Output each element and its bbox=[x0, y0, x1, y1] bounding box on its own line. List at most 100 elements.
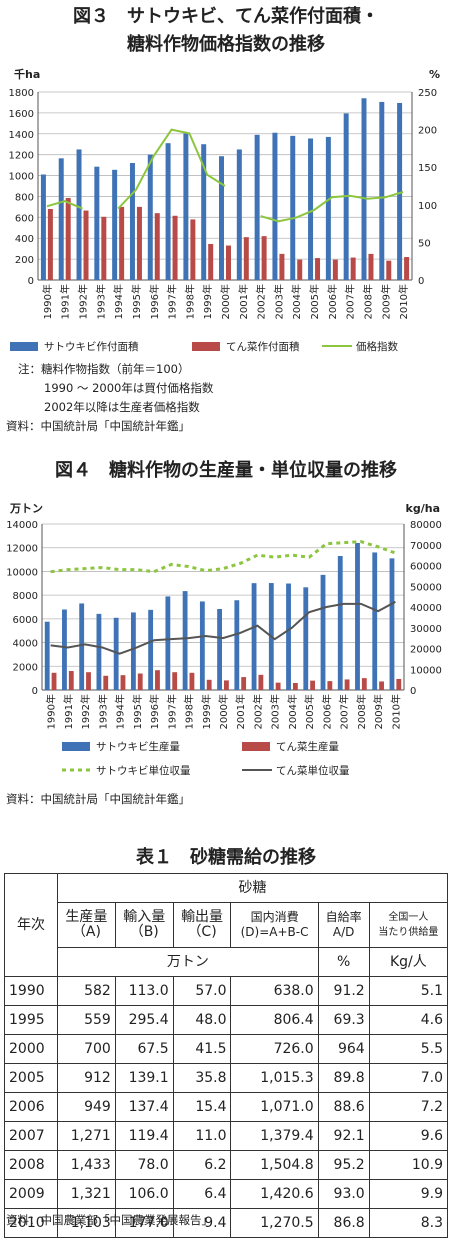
bar-sugarbeet bbox=[155, 670, 160, 690]
y-tick-label: 0 bbox=[32, 686, 38, 697]
table-cell: 1,420.6 bbox=[230, 1179, 319, 1209]
bar-sugarbeet bbox=[275, 682, 281, 690]
col-header-label: 生産量 bbox=[65, 909, 108, 925]
table-cell: 7.0 bbox=[368, 1063, 449, 1093]
table-cell: 11.0 bbox=[172, 1121, 232, 1151]
fig4-title: 図４ 糖料作物の生産量・単位収量の推移 bbox=[55, 460, 397, 481]
y2-tick-label: 50 bbox=[418, 238, 431, 249]
bar-sugarbeet bbox=[65, 198, 71, 280]
bar-sugarcane bbox=[372, 552, 378, 690]
col-header-sub: (D)=A+B-C bbox=[240, 925, 309, 939]
table-cell: 1,015.3 bbox=[230, 1063, 319, 1093]
table1-source: 資料：中国農業部「中国農業発展報告」 bbox=[6, 1213, 213, 1227]
table-cell: 9.6 bbox=[368, 1121, 449, 1151]
bar-sugarcane bbox=[182, 591, 188, 690]
x-tick-label: 2010年 bbox=[397, 284, 410, 319]
y-tick-label: 0 bbox=[28, 276, 34, 287]
bar-sugarbeet bbox=[51, 672, 57, 690]
x-tick-label: 1994年 bbox=[112, 284, 125, 319]
y-tick-label: 12000 bbox=[6, 544, 38, 555]
table-cell: 806.4 bbox=[230, 1005, 319, 1035]
x-tick-label: 1996年 bbox=[148, 694, 161, 729]
y2-tick-label: 200 bbox=[418, 126, 437, 137]
col-year-header: 年次 bbox=[4, 873, 58, 977]
y-axis-label: 千ha bbox=[14, 67, 40, 81]
bar-sugarcane bbox=[337, 556, 343, 690]
table-cell: 912 bbox=[57, 1063, 116, 1093]
x-tick-label: 2006年 bbox=[320, 694, 333, 729]
legend-swatch bbox=[242, 742, 270, 751]
bar-sugarcane bbox=[58, 158, 64, 280]
row-year: 2006 bbox=[4, 1092, 58, 1122]
x-tick-label: 2004年 bbox=[286, 694, 299, 729]
table-cell: 726.0 bbox=[230, 1034, 319, 1064]
col-header-label: 全国一人 bbox=[388, 912, 429, 923]
bar-sugarbeet bbox=[103, 675, 109, 690]
table-row: 1995 559 295.4 48.0 806.4 69.3 4.6 bbox=[4, 1005, 449, 1035]
col-header-0: 生産量 （A) bbox=[57, 902, 116, 948]
y2-tick-label: 40000 bbox=[410, 603, 442, 614]
col-header-4: 自給率 A/D bbox=[317, 902, 370, 948]
table-cell: 7.2 bbox=[368, 1092, 449, 1122]
x-tick-label: 1997年 bbox=[166, 284, 179, 319]
x-tick-label: 1992年 bbox=[77, 284, 90, 319]
table-cell: 106.0 bbox=[114, 1179, 174, 1209]
bar-sugarbeet bbox=[206, 679, 212, 690]
table-cell: 48.0 bbox=[172, 1005, 232, 1035]
table-cell: 89.8 bbox=[317, 1063, 370, 1093]
bar-sugarcane bbox=[355, 542, 360, 690]
y-tick-label: 600 bbox=[15, 213, 34, 224]
bar-sugarbeet bbox=[361, 678, 367, 690]
table-cell: 78.0 bbox=[114, 1150, 174, 1180]
bar-sugarcane bbox=[251, 583, 257, 690]
bar-sugarbeet bbox=[137, 673, 143, 690]
col-header-sub: （A) bbox=[71, 924, 101, 940]
y-tick-label: 10000 bbox=[6, 567, 38, 578]
x-tick-label: 2006年 bbox=[326, 284, 339, 319]
table-cell: 1,504.8 bbox=[230, 1150, 319, 1180]
y2-tick-label: 250 bbox=[418, 88, 437, 99]
bar-sugarbeet bbox=[350, 257, 356, 280]
x-tick-label: 2000年 bbox=[217, 694, 230, 729]
bar-sugarcane bbox=[361, 98, 367, 280]
bar-sugarcane bbox=[44, 621, 50, 690]
x-tick-label: 2008年 bbox=[355, 694, 368, 729]
series-line-0 bbox=[50, 540, 396, 574]
fig3-note-2: 1990 ～ 2000年は買付価格指数 bbox=[44, 381, 214, 395]
x-tick-label: 1990年 bbox=[45, 694, 58, 729]
series-line-0 bbox=[46, 199, 83, 210]
bar-sugarbeet bbox=[243, 237, 249, 280]
bar-sugarcane bbox=[303, 587, 309, 690]
x-tick-label: 2005年 bbox=[303, 694, 316, 729]
table-cell: 582 bbox=[57, 976, 116, 1006]
bar-sugarbeet bbox=[119, 206, 125, 280]
table-cell: 91.2 bbox=[317, 976, 370, 1006]
col-header-label: 輸出量 bbox=[181, 909, 224, 925]
y-tick-label: 1400 bbox=[9, 130, 34, 141]
x-tick-label: 1992年 bbox=[79, 694, 92, 729]
table-row: 2006 949 137.4 15.4 1,071.0 88.6 7.2 bbox=[4, 1092, 449, 1122]
legend-swatch bbox=[62, 742, 90, 751]
x-tick-label: 2002年 bbox=[255, 284, 268, 319]
bar-sugarbeet bbox=[172, 672, 178, 690]
x-tick-label: 2001年 bbox=[234, 694, 247, 729]
col-header-5: 全国一人 当たり供給量 bbox=[368, 902, 449, 948]
bar-sugarbeet bbox=[190, 219, 196, 280]
y-tick-label: 1200 bbox=[9, 151, 34, 162]
table-row: 2005 912 139.1 35.8 1,015.3 89.8 7.0 bbox=[4, 1063, 449, 1093]
bar-sugarbeet bbox=[315, 258, 321, 280]
col-header-label: 輸入量 bbox=[123, 909, 166, 925]
series-line-0 bbox=[260, 191, 404, 223]
table-cell: 1,433 bbox=[57, 1150, 116, 1180]
x-tick-label: 2002年 bbox=[251, 694, 264, 729]
y-tick-label: 1600 bbox=[9, 109, 34, 120]
bar-sugarcane bbox=[272, 132, 278, 280]
x-tick-label: 1990年 bbox=[41, 284, 54, 319]
bar-sugarcane bbox=[96, 613, 102, 690]
y-axis-label: 万トン bbox=[9, 502, 43, 515]
bar-sugarcane bbox=[219, 156, 224, 280]
table-cell: 67.5 bbox=[114, 1034, 174, 1064]
x-tick-label: 1998年 bbox=[183, 284, 196, 319]
table-row: 1990 582 113.0 57.0 638.0 91.2 5.1 bbox=[4, 976, 449, 1006]
bar-sugarbeet bbox=[83, 210, 89, 280]
